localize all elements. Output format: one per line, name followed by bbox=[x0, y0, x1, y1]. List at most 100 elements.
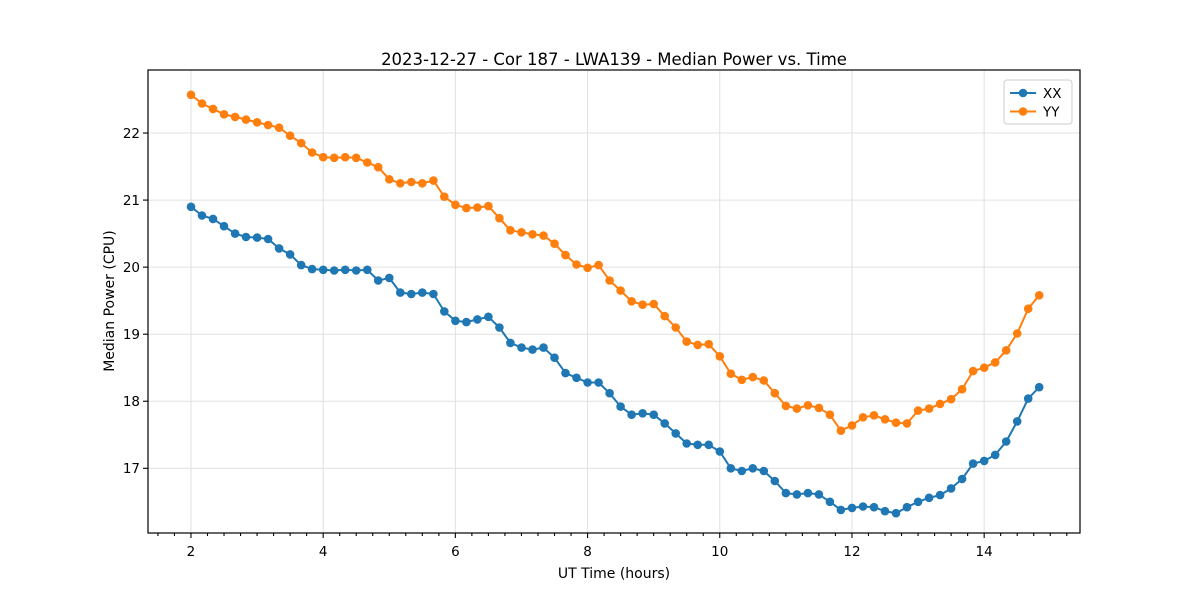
data-point-marker bbox=[429, 176, 438, 185]
data-point-marker bbox=[230, 229, 240, 238]
data-point-marker bbox=[946, 484, 956, 493]
data-point-marker bbox=[429, 289, 438, 299]
data-point-marker bbox=[451, 200, 460, 210]
data-point-marker bbox=[704, 339, 713, 349]
data-point-marker bbox=[957, 474, 967, 484]
data-point-marker bbox=[627, 410, 636, 420]
legend-label: XX bbox=[1043, 86, 1062, 102]
data-point-marker bbox=[385, 273, 394, 283]
data-point-marker bbox=[616, 402, 625, 411]
x-tick-label: 12 bbox=[843, 544, 860, 560]
data-point-marker bbox=[935, 490, 945, 500]
legend-entry-XX: XX bbox=[1010, 86, 1062, 102]
data-point-marker bbox=[517, 228, 526, 237]
data-point-marker bbox=[363, 158, 372, 167]
data-point-marker bbox=[847, 421, 857, 430]
series-XX bbox=[186, 202, 1044, 518]
data-point-marker bbox=[594, 260, 603, 270]
data-point-marker bbox=[869, 411, 879, 420]
data-point-marker bbox=[726, 369, 736, 379]
data-point-marker bbox=[396, 288, 405, 297]
data-point-marker bbox=[462, 203, 471, 213]
data-point-marker bbox=[913, 406, 923, 415]
data-point-marker bbox=[495, 213, 504, 223]
legend-label: YY bbox=[1042, 104, 1060, 120]
data-point-marker bbox=[340, 152, 350, 162]
x-tick-label: 8 bbox=[583, 544, 592, 560]
data-point-marker bbox=[792, 404, 802, 413]
data-point-marker bbox=[274, 244, 284, 253]
data-point-marker bbox=[902, 502, 912, 512]
data-point-marker bbox=[418, 288, 427, 297]
data-point-marker bbox=[605, 388, 614, 398]
data-point-marker bbox=[715, 352, 725, 361]
data-point-marker bbox=[737, 375, 747, 385]
data-point-marker bbox=[1023, 304, 1033, 314]
data-point-marker bbox=[671, 323, 680, 332]
data-point-marker bbox=[451, 316, 460, 326]
data-point-marker bbox=[814, 403, 824, 413]
data-point-marker bbox=[440, 192, 449, 201]
data-point-marker bbox=[473, 315, 482, 324]
data-point-marker bbox=[241, 115, 251, 124]
data-point-marker bbox=[517, 343, 526, 352]
data-point-marker bbox=[781, 401, 791, 411]
data-point-marker bbox=[329, 266, 339, 275]
data-point-marker bbox=[318, 152, 328, 162]
data-point-marker bbox=[924, 404, 934, 413]
data-point-marker bbox=[462, 317, 471, 327]
data-point-marker bbox=[715, 447, 725, 456]
data-point-marker bbox=[550, 353, 559, 363]
tick-layer: 2 4 6 8 10 12 14 17 18 19 20 21 22 bbox=[123, 126, 1068, 560]
data-point-marker bbox=[208, 104, 218, 114]
data-point-marker bbox=[979, 363, 989, 373]
series-YY bbox=[186, 90, 1044, 436]
y-tick-label: 19 bbox=[123, 327, 140, 343]
data-point-marker bbox=[186, 202, 196, 212]
data-point-marker bbox=[561, 368, 570, 378]
data-point-marker bbox=[891, 508, 901, 518]
data-point-marker bbox=[858, 413, 868, 422]
data-point-marker bbox=[814, 490, 824, 499]
legend: XX YY bbox=[1003, 79, 1073, 125]
data-point-marker bbox=[759, 376, 769, 385]
data-point-marker bbox=[572, 260, 581, 269]
x-tick-label: 4 bbox=[319, 544, 328, 560]
data-point-marker bbox=[737, 466, 747, 476]
data-point-marker bbox=[627, 297, 636, 306]
data-point-marker bbox=[770, 388, 780, 398]
data-point-marker bbox=[373, 276, 383, 285]
data-point-marker bbox=[946, 394, 956, 404]
data-point-marker bbox=[1023, 394, 1033, 403]
data-point-marker bbox=[1034, 382, 1044, 392]
x-axis-label: UT Time (hours) bbox=[558, 566, 670, 582]
plot-border bbox=[147, 69, 1081, 534]
data-point-marker bbox=[263, 120, 273, 130]
data-point-marker bbox=[230, 112, 240, 122]
data-point-marker bbox=[682, 439, 691, 448]
y-tick-label: 21 bbox=[123, 193, 140, 209]
data-point-marker bbox=[759, 466, 769, 476]
data-point-marker bbox=[307, 148, 317, 157]
data-point-marker bbox=[407, 177, 416, 187]
data-point-marker bbox=[1012, 417, 1022, 426]
data-point-marker bbox=[748, 464, 758, 473]
x-tick-label: 6 bbox=[451, 544, 460, 560]
data-point-marker bbox=[219, 221, 229, 231]
data-point-marker bbox=[440, 307, 449, 316]
data-point-marker bbox=[638, 409, 647, 418]
data-point-marker bbox=[616, 286, 625, 295]
data-point-marker bbox=[583, 378, 592, 387]
data-point-marker bbox=[880, 506, 890, 516]
y-axis-label: Median Power (CPU) bbox=[102, 230, 118, 372]
x-tick-label: 10 bbox=[711, 544, 728, 560]
data-point-marker bbox=[649, 299, 658, 309]
data-point-marker bbox=[803, 401, 813, 410]
data-point-marker bbox=[561, 250, 570, 260]
data-point-marker bbox=[329, 153, 339, 163]
data-point-marker bbox=[880, 415, 890, 424]
data-point-marker bbox=[649, 410, 658, 420]
data-point-marker bbox=[219, 110, 229, 119]
